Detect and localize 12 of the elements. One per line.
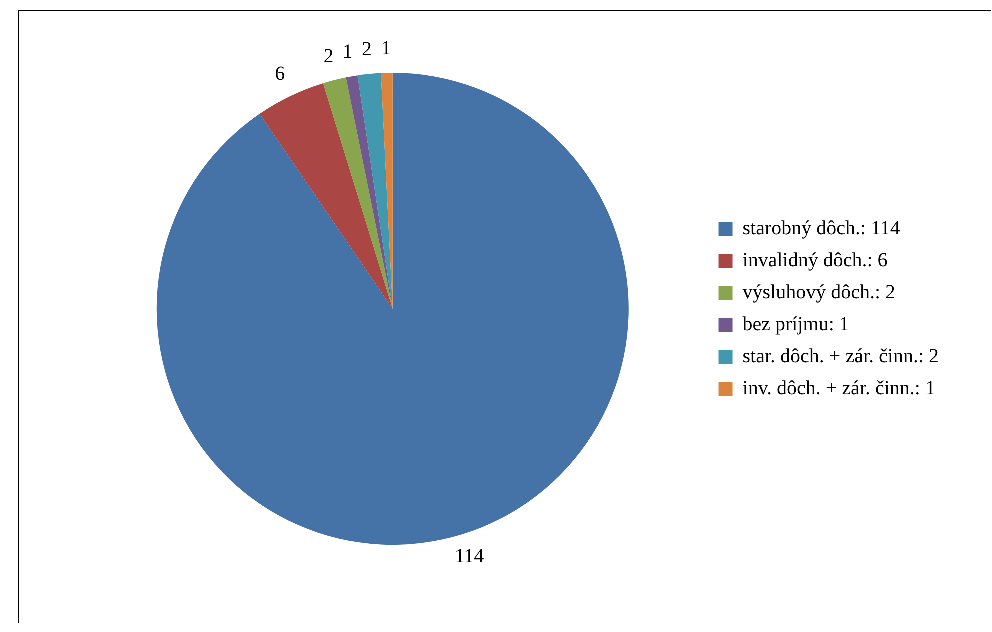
data-label: 1 <box>342 41 353 64</box>
data-label: 1 <box>381 37 392 60</box>
data-label: 114 <box>454 546 484 568</box>
data-label: 2 <box>324 45 334 68</box>
legend-label: star. dôch. + zár. činn.: 2 <box>742 345 940 368</box>
legend-label: výsluhový dôch.: 2 <box>742 281 896 304</box>
legend-label: invalidný dôch.: 6 <box>742 249 888 272</box>
data-label: 6 <box>275 63 286 85</box>
legend-label: bez príjmu: 1 <box>742 313 850 336</box>
legend-label: inv. dôch. + zár. činn.: 1 <box>742 377 936 400</box>
legend-label: starobný dôch.: 114 <box>742 217 900 240</box>
data-label: 2 <box>362 38 372 61</box>
